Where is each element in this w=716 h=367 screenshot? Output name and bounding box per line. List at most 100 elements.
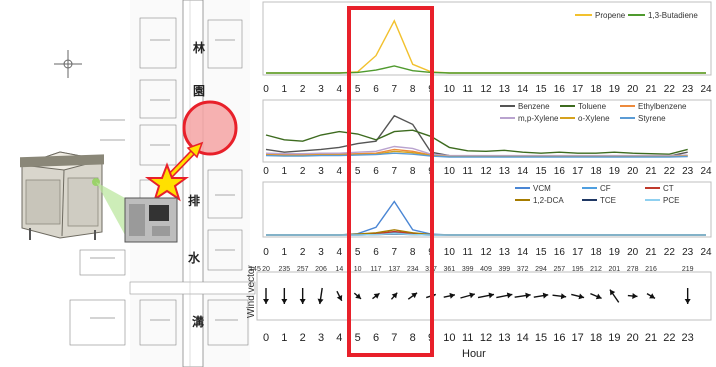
x-tick-label: 7 — [392, 84, 398, 95]
x-tick-label: 0 — [263, 166, 269, 177]
wind-dir-label: 278 — [627, 266, 639, 273]
x-tick-label: 13 — [498, 332, 510, 344]
x-tick-label: 23 — [682, 332, 694, 344]
wind-dir-label: 212 — [590, 266, 602, 273]
legend-ct: CT — [663, 184, 674, 193]
wind-dir-label: 234 — [407, 266, 419, 273]
x-tick-label: 0 — [263, 84, 269, 95]
x-tick-label: 14 — [517, 332, 529, 344]
legend-cf: CF — [600, 184, 611, 193]
series-line-0-1 — [266, 65, 706, 74]
x-tick-label: 13 — [499, 166, 511, 177]
monitoring-station-image — [20, 151, 104, 240]
x-tick-label: 11 — [462, 332, 473, 344]
wind-dir-label: 257 — [553, 266, 565, 273]
legend-tce: TCE — [600, 196, 616, 205]
x-tick-label: 4 — [337, 84, 343, 95]
wind-dir-label: 137 — [388, 266, 400, 273]
wind-dir-label: 14 — [335, 266, 343, 273]
x-tick-label: 20 — [627, 332, 639, 344]
x-tick-label: 17 — [572, 247, 584, 258]
x-tick-label: 23 — [682, 247, 694, 258]
x-tick-label: 7 — [392, 166, 398, 177]
legend-aromatics: Benzene Toluene Ethylbenzene m,p-Xylene … — [500, 102, 687, 123]
x-tick-label: 3 — [318, 332, 324, 344]
wind-dir-label: 206 — [315, 266, 327, 273]
compass-icon — [54, 50, 82, 78]
x-tick-label: 8 — [410, 166, 416, 177]
map-label-4: 水 — [188, 250, 201, 265]
x-tick-label: 12 — [480, 247, 492, 258]
x-tick-label: 21 — [645, 332, 657, 344]
x-tick-label: 6 — [373, 247, 379, 258]
x-tick-label: 18 — [590, 84, 602, 95]
x-tick-label: 16 — [554, 84, 566, 95]
x-tick-label: 1 — [281, 332, 287, 344]
x-tick-label: 17 — [572, 166, 584, 177]
site-map: 林 園 排 水 溝 — [54, 0, 256, 367]
x-tick-label: 14 — [517, 84, 529, 95]
panel-chlorinated — [262, 181, 712, 238]
legend-dca: 1,2-DCA — [533, 196, 564, 205]
x-tick-label: 20 — [627, 166, 639, 177]
x-tick-label: 2 — [300, 84, 306, 95]
map-label-1: 林 — [193, 40, 205, 55]
x-tick-label: 20 — [627, 84, 639, 95]
wind-arrow-head — [336, 294, 343, 301]
x-tick-label: 24 — [700, 84, 712, 95]
x-tick-label: 20 — [627, 247, 639, 258]
wind-arrow-head — [317, 298, 324, 304]
x-tick-label: 12 — [480, 166, 492, 177]
wind-dir-label: 257 — [297, 266, 309, 273]
x-tick-label: 4 — [336, 332, 342, 344]
x-tick-label: 14 — [517, 247, 529, 258]
wind-arrow-head — [609, 289, 616, 296]
wind-arrow-head — [632, 292, 638, 299]
x-tick-label: 16 — [554, 247, 566, 258]
x-tick-label: 15 — [535, 166, 547, 177]
x-tick-label: 6 — [373, 84, 379, 95]
x-tick-label: 18 — [590, 166, 602, 177]
x-tick-label: 6 — [373, 332, 379, 344]
x-tick-label: 10 — [443, 332, 455, 344]
x-tick-label: 18 — [590, 247, 602, 258]
x-tick-label: 1 — [282, 84, 288, 95]
x-tick-label: 19 — [609, 84, 621, 95]
legend-mpxylene: m,p-Xylene — [518, 114, 559, 123]
wind-arrow-head — [542, 292, 549, 299]
wind-arrow-head — [469, 292, 475, 299]
wind-dir-label: 10 — [354, 266, 362, 273]
wind-arrow-head — [263, 299, 269, 304]
panel-olefins — [262, 1, 712, 76]
legend-butadiene: 1,3-Butadiene — [648, 11, 698, 20]
x-tick-label: 23 — [682, 166, 694, 177]
legend-chlorinated: VCM CF CT 1,2-DCA TCE PCE — [515, 184, 679, 205]
x-tick-label: 19 — [609, 166, 621, 177]
x-tick-label: 22 — [663, 332, 675, 344]
wind-arrow-head — [649, 293, 655, 299]
star-icon — [144, 162, 190, 202]
wind-arrow-head — [373, 293, 380, 299]
chart-marks: 0 1 2 3 4 5 6 7 8 9 10 11 12 13 14 15 16 17 18 19 20 21 22 23 24… — [249, 19, 712, 344]
x-tick-label: 19 — [608, 332, 620, 344]
x-tick-label: 11 — [462, 247, 473, 258]
x-tick-label: 5 — [355, 166, 361, 177]
x-tick-label: 5 — [355, 84, 361, 95]
wind-arrow-head — [411, 292, 418, 299]
wind-dir-label: 219 — [682, 266, 694, 273]
x-tick-label: 22 — [664, 84, 676, 95]
x-tick-label: 10 — [444, 247, 456, 258]
x-tick-label: 7 — [391, 332, 397, 344]
gc-instrument-image — [124, 197, 178, 243]
wind-arrow-head — [391, 292, 398, 299]
x-tick-label: 18 — [590, 332, 602, 344]
wind-axis-label: Wind vector — [246, 265, 257, 318]
wind-arrow-head — [488, 292, 494, 299]
series-line-1-3 — [265, 145, 688, 157]
x-tick-label: 13 — [499, 247, 511, 258]
legend-ethylbenzene: Ethylbenzene — [638, 102, 687, 111]
map-label-5: 溝 — [192, 314, 204, 329]
legend-propene: Propene — [595, 11, 626, 20]
x-tick-label: 2 — [300, 247, 306, 258]
wind-dir-label: 399 — [462, 266, 474, 273]
